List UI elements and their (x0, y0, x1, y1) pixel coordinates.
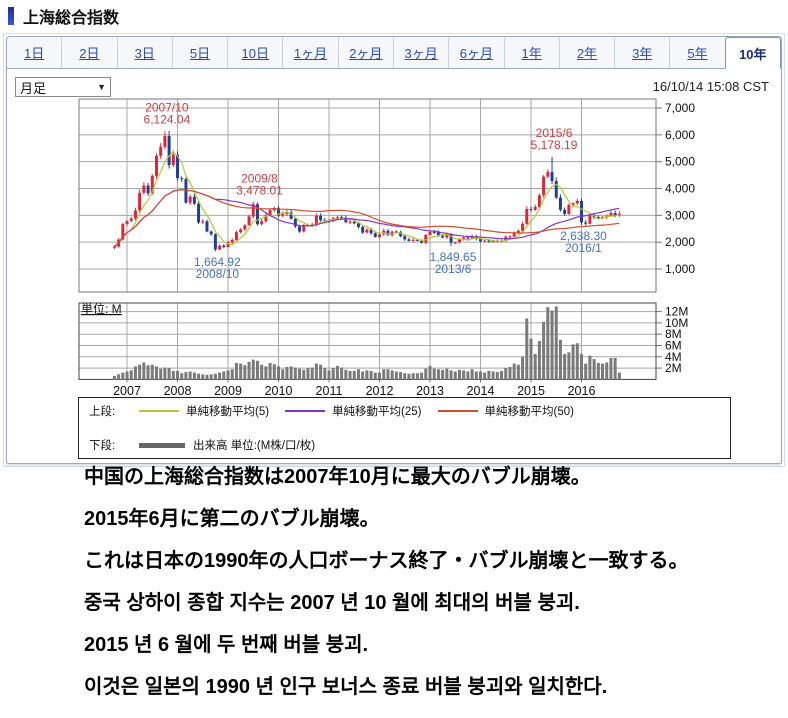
svg-text:2013: 2013 (416, 384, 444, 398)
note-japanese-2: 2015年6月に第二のバブル崩壊。 (84, 508, 380, 530)
svg-text:2014: 2014 (467, 384, 495, 398)
legend-item-volume: 出来高 単位:(M株/口/枚) (139, 437, 315, 453)
note-korean-3: 이것은 일본의 1990 년 인구 보너스 종료 버블 붕괴와 일치한다. (84, 676, 608, 698)
chart-toolbar: 月足 ▼ 16/10/14 15:08 CST (7, 69, 781, 101)
tab-10day[interactable]: 10日 (227, 37, 282, 68)
svg-text:2,000: 2,000 (665, 235, 695, 249)
tab-10year-active[interactable]: 10年 (724, 37, 781, 69)
chart-panel: 1日 2日 3日 5日 10日 1ヶ月 2ヶ月 3ヶ月 6ヶ月 1年 2年 3年… (6, 36, 782, 464)
svg-text:3,478.01: 3,478.01 (236, 184, 283, 198)
legend-row-lower: 下段: 出来高 単位:(M株/口/枚) (89, 437, 720, 453)
sma50-line-swatch-icon (437, 410, 478, 412)
legend-item-sma5: 単純移動平均(5) (139, 403, 269, 419)
interval-select[interactable]: 月足 ▼ (15, 77, 111, 97)
tab-3day[interactable]: 3日 (116, 37, 172, 68)
chart-widget-frame: 1日 2日 3日 5日 10日 1ヶ月 2ヶ月 3ヶ月 6ヶ月 1年 2年 3年… (3, 33, 785, 467)
svg-text:5,000: 5,000 (665, 155, 695, 169)
sma50-label: 単純移動平均(50) (484, 406, 574, 418)
note-korean-2: 2015 년 6 월에 두 번째 버블 붕괴. (84, 634, 369, 656)
tab-3year[interactable]: 3年 (614, 37, 669, 68)
svg-text:5,178.19: 5,178.19 (531, 138, 578, 152)
svg-text:2012: 2012 (366, 384, 394, 398)
tab-2day[interactable]: 2日 (61, 37, 116, 68)
title-accent-bar-icon (8, 7, 14, 25)
svg-text:2016/1: 2016/1 (565, 241, 602, 255)
svg-text:12M: 12M (665, 305, 688, 319)
svg-text:2015/6: 2015/6 (536, 126, 573, 140)
svg-text:3,000: 3,000 (665, 208, 695, 222)
svg-text:1,664.92: 1,664.92 (194, 255, 241, 269)
svg-text:単位: M: 単位: M (81, 301, 122, 316)
svg-text:2007: 2007 (113, 384, 141, 398)
period-tab-bar: 1日 2日 3日 5日 10日 1ヶ月 2ヶ月 3ヶ月 6ヶ月 1年 2年 3年… (7, 37, 781, 69)
svg-text:2009/8: 2009/8 (241, 172, 278, 186)
note-japanese-1: 中国の上海総合指数は2007年10月に最大のバブル崩壊。 (84, 466, 591, 488)
legend-item-sma50: 単純移動平均(50) (437, 403, 574, 419)
svg-text:2010: 2010 (265, 384, 293, 398)
legend-item-sma25: 単純移動平均(25) (285, 403, 422, 419)
svg-text:2011: 2011 (316, 384, 343, 398)
svg-text:2013/6: 2013/6 (435, 262, 472, 276)
sma5-line-swatch-icon (139, 410, 179, 412)
chart-legend: 上段: 単純移動平均(5) 単純移動平均(25) 単純移動平均(50) 下段: (78, 397, 731, 459)
tab-6month[interactable]: 6ヶ月 (448, 37, 503, 68)
svg-text:6M: 6M (665, 339, 682, 353)
svg-text:2008: 2008 (164, 384, 192, 398)
svg-text:7,000: 7,000 (665, 101, 695, 115)
svg-text:6,000: 6,000 (665, 128, 695, 142)
svg-text:2009: 2009 (214, 384, 242, 398)
quote-timestamp: 16/10/14 15:08 CST (652, 79, 769, 94)
sma25-line-swatch-icon (285, 410, 326, 412)
svg-text:8M: 8M (665, 327, 682, 341)
interval-select-value: 月足 (20, 80, 47, 96)
svg-text:2015: 2015 (517, 384, 545, 398)
note-korean-1: 중국 상하이 종합 지수는 2007 년 10 월에 최대의 버블 붕괴. (84, 592, 580, 614)
tab-2month[interactable]: 2ヶ月 (337, 37, 393, 68)
note-japanese-3: これは日本の1990年の人口ボーナス終了・バブル崩壊と一致する。 (84, 550, 689, 572)
price-volume-chart: 2007 2008 2009 2010 2011 2012 2013 2014 2015 2016… (78, 98, 695, 398)
svg-text:2008/10: 2008/10 (196, 267, 240, 281)
legend-row-upper: 上段: 単純移動平均(5) 単純移動平均(25) 単純移動平均(50) (89, 403, 720, 419)
svg-text:2M: 2M (665, 361, 682, 375)
svg-text:1,849.65: 1,849.65 (430, 250, 477, 264)
legend-lower-label: 下段: (89, 440, 116, 452)
volume-label: 出来高 単位:(M株/口/枚) (193, 440, 316, 452)
tab-1day[interactable]: 1日 (24, 46, 45, 61)
sma25-label: 単純移動平均(25) (332, 406, 422, 418)
commentary-block: 中国の上海総合指数は2007年10月に最大のバブル崩壊。 2015年6月に第二の… (0, 466, 788, 718)
chevron-down-icon: ▼ (97, 82, 106, 92)
page-header: 上海総合指数 (8, 4, 119, 28)
tab-5day[interactable]: 5日 (171, 37, 227, 68)
svg-text:2016: 2016 (568, 384, 596, 398)
svg-text:2,638.30: 2,638.30 (560, 229, 607, 243)
sma5-label: 単純移動平均(5) (186, 406, 270, 418)
tab-2year[interactable]: 2年 (558, 37, 614, 68)
tab-3month[interactable]: 3ヶ月 (392, 37, 448, 68)
svg-text:10M: 10M (665, 316, 688, 330)
legend-upper-label: 上段: (89, 406, 116, 418)
svg-text:6,124.04: 6,124.04 (144, 113, 191, 127)
tab-1month[interactable]: 1ヶ月 (282, 37, 337, 68)
tab-1year[interactable]: 1年 (503, 37, 559, 68)
svg-text:4M: 4M (665, 350, 682, 364)
svg-text:4,000: 4,000 (665, 181, 695, 195)
page-title: 上海総合指数 (23, 10, 120, 27)
svg-text:1,000: 1,000 (665, 262, 695, 276)
tab-5year[interactable]: 5年 (669, 37, 724, 68)
volume-line-swatch-icon (139, 442, 185, 448)
svg-text:2007/10: 2007/10 (145, 101, 189, 115)
